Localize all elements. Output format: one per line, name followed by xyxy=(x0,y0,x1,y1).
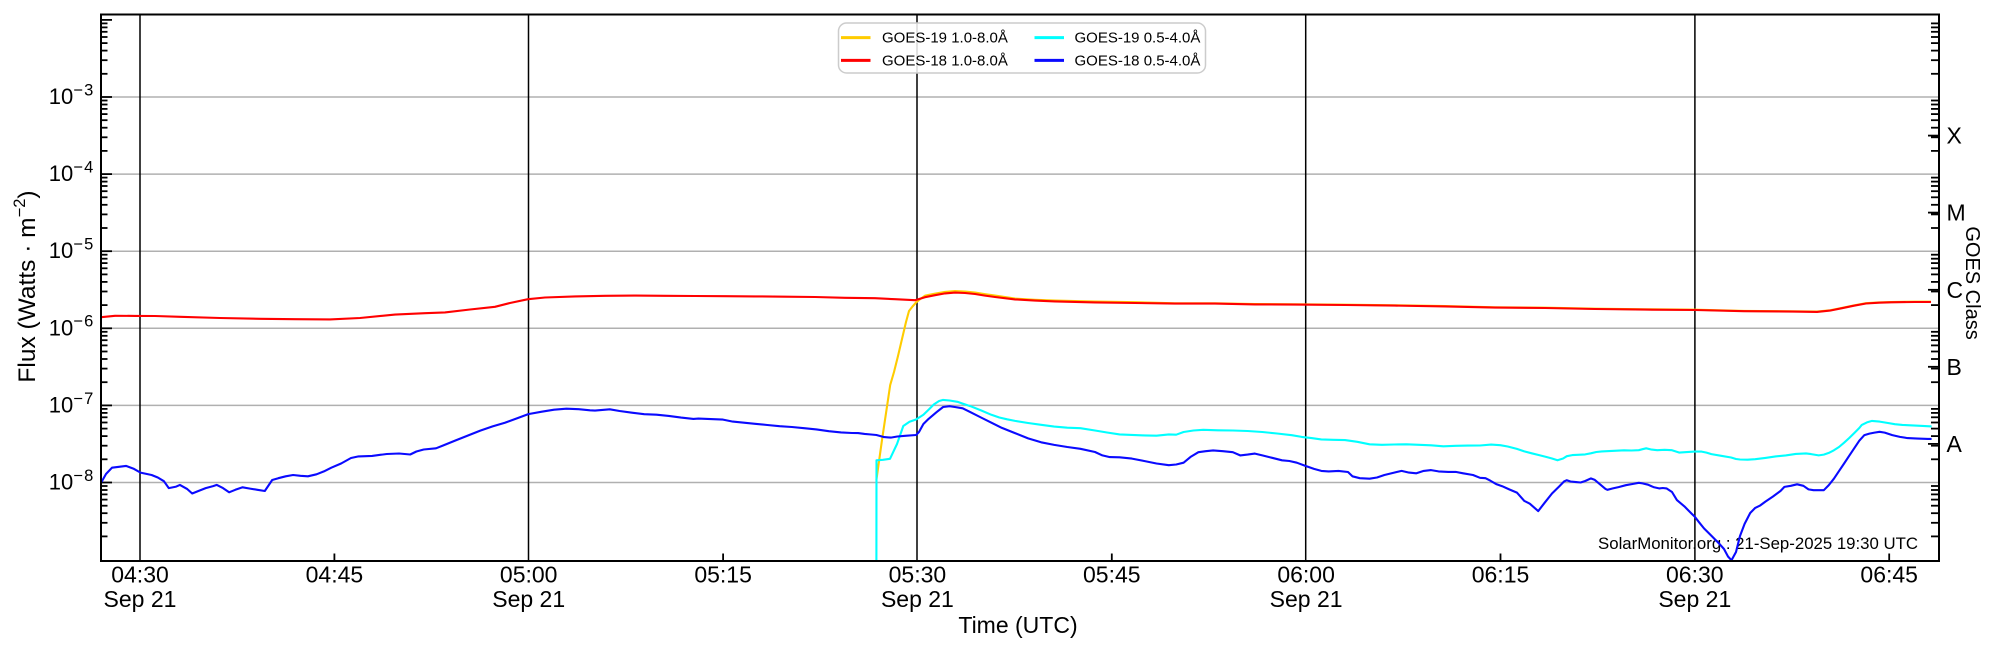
svg-text:GOES-19 0.5-4.0Å: GOES-19 0.5-4.0Å xyxy=(1075,30,1201,47)
svg-text:GOES-18 0.5-4.0Å: GOES-18 0.5-4.0Å xyxy=(1075,52,1201,69)
svg-text:Flux (Watts · m−2): Flux (Watts · m−2) xyxy=(11,190,41,382)
svg-text:GOES Class: GOES Class xyxy=(1961,226,1983,339)
svg-text:10−4: 10−4 xyxy=(49,159,95,187)
svg-text:Sep 21: Sep 21 xyxy=(1658,586,1731,612)
svg-text:04:30: 04:30 xyxy=(111,562,169,588)
svg-text:06:00: 06:00 xyxy=(1277,562,1335,588)
svg-text:Sep 21: Sep 21 xyxy=(881,586,954,612)
svg-text:05:15: 05:15 xyxy=(694,562,752,588)
svg-text:05:00: 05:00 xyxy=(500,562,558,588)
svg-text:Sep 21: Sep 21 xyxy=(492,586,565,612)
svg-text:B: B xyxy=(1947,354,1962,380)
svg-text:Sep 21: Sep 21 xyxy=(1270,586,1343,612)
svg-text:Time (UTC): Time (UTC) xyxy=(958,612,1077,638)
svg-text:Sep 21: Sep 21 xyxy=(104,586,177,612)
svg-text:SolarMonitor.org : 21-Sep-2025: SolarMonitor.org : 21-Sep-2025 19:30 UTC xyxy=(1598,534,1918,553)
svg-text:X: X xyxy=(1947,123,1962,149)
svg-text:C: C xyxy=(1947,277,1964,303)
svg-text:M: M xyxy=(1947,200,1966,226)
svg-text:06:15: 06:15 xyxy=(1472,562,1530,588)
svg-text:06:30: 06:30 xyxy=(1666,562,1724,588)
svg-text:06:45: 06:45 xyxy=(1860,562,1918,588)
svg-text:05:30: 05:30 xyxy=(889,562,947,588)
svg-text:A: A xyxy=(1947,431,1963,457)
svg-text:05:45: 05:45 xyxy=(1083,562,1141,588)
svg-text:GOES-18 1.0-8.0Å: GOES-18 1.0-8.0Å xyxy=(882,52,1008,69)
svg-text:GOES-19 1.0-8.0Å: GOES-19 1.0-8.0Å xyxy=(882,30,1008,47)
svg-text:04:45: 04:45 xyxy=(306,562,364,588)
svg-text:10−6: 10−6 xyxy=(49,313,95,341)
